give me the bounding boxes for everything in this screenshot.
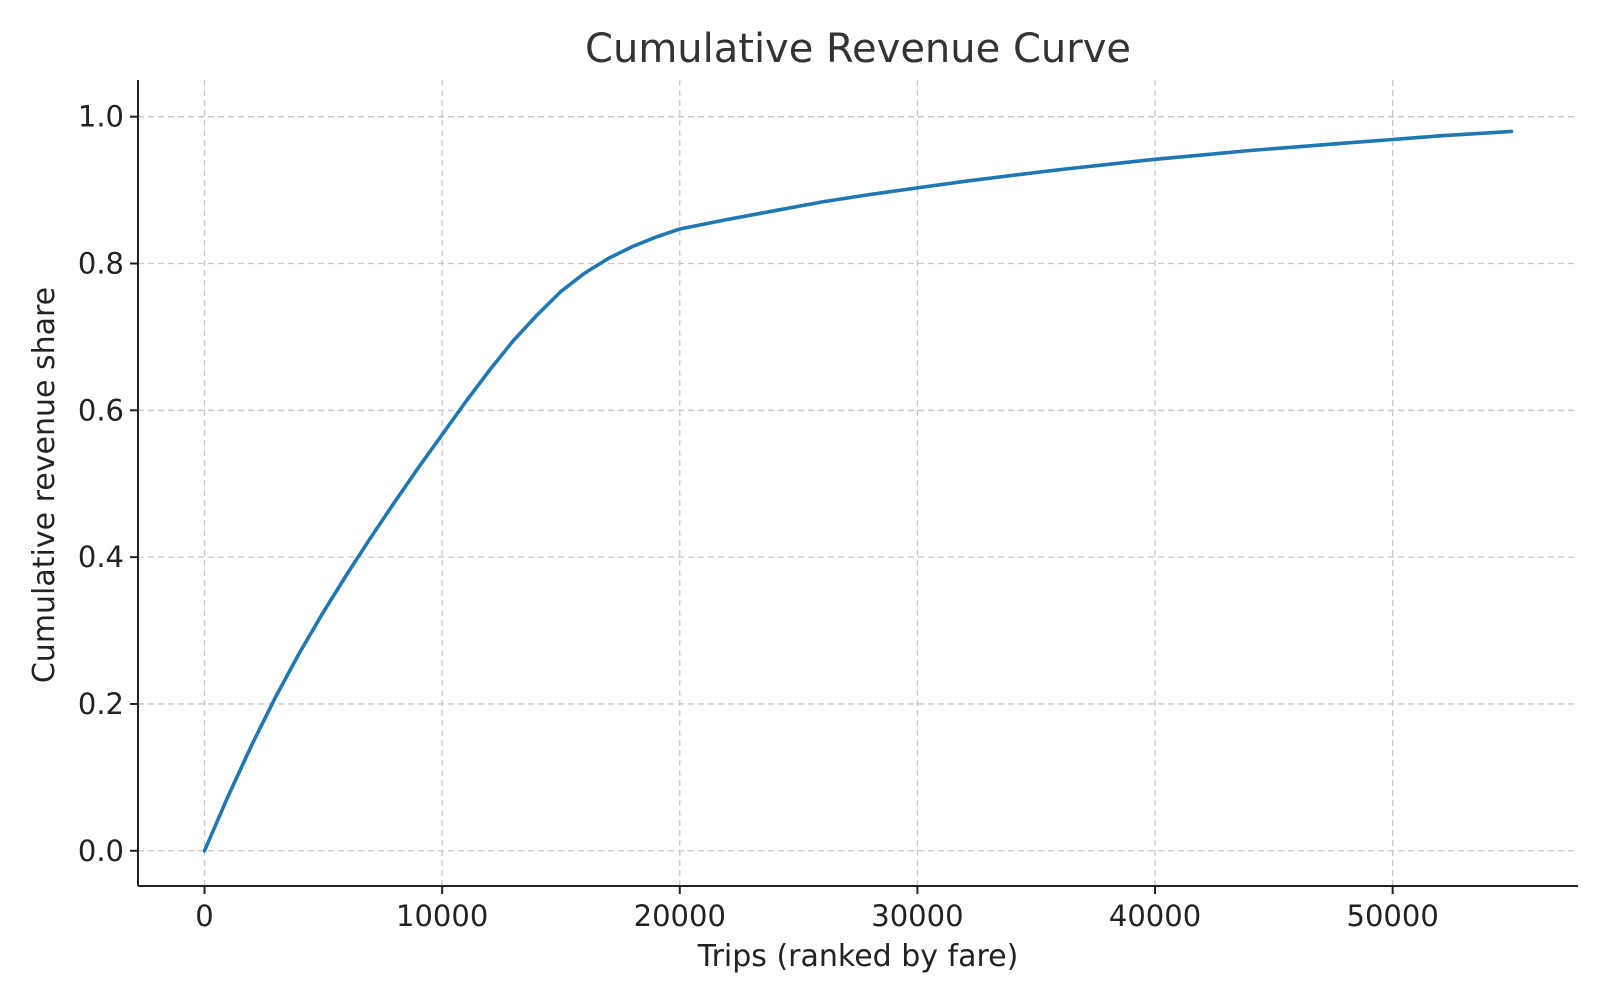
y-tick-label: 0.0 (78, 834, 124, 868)
y-tick-label: 0.8 (78, 247, 124, 281)
y-tick-label: 0.6 (78, 393, 124, 427)
axes (137, 80, 1578, 887)
y-tick-label: 0.2 (78, 687, 124, 721)
x-tick-label: 20000 (634, 899, 726, 933)
y-axis-label: Cumulative revenue share (27, 287, 62, 683)
series-layer (202, 129, 1514, 853)
x-tick-label: 10000 (396, 899, 488, 933)
y-tick-label: 1.0 (78, 100, 124, 134)
chart-title: Cumulative Revenue Curve (585, 26, 1131, 72)
x-tick-label: 50000 (1347, 899, 1439, 933)
x-tick-label: 40000 (1109, 899, 1201, 933)
y-tick-label: 0.4 (78, 540, 124, 574)
x-axis-label: Trips (ranked by fare) (697, 939, 1019, 974)
ticks: 0 10000 20000 30000 40000 50000 0.0 0.2 0.4 0.6 0.… (78, 100, 1439, 933)
x-tick-label: 0 (195, 899, 213, 933)
series-line-0 (202, 129, 1514, 853)
x-tick-label: 30000 (871, 899, 963, 933)
grid (138, 80, 1578, 886)
